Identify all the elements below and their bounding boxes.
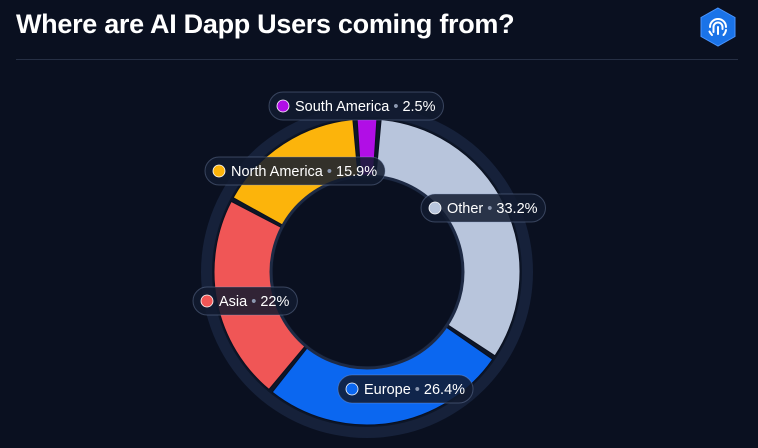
- donut-hole: [273, 178, 461, 366]
- label-europe: Europe • 26.4%: [337, 374, 474, 404]
- page-title: Where are AI Dapp Users coming from?: [16, 9, 515, 39]
- legend-dot: [276, 99, 290, 113]
- slice-label: Asia • 22%: [219, 294, 289, 310]
- slice-label: North America • 15.9%: [231, 164, 377, 180]
- legend-dot: [200, 294, 214, 308]
- legend-dot: [428, 201, 442, 215]
- legend-dot: [345, 382, 359, 396]
- slice-label: South America • 2.5%: [295, 99, 436, 115]
- label-asia: Asia • 22%: [192, 286, 298, 316]
- title-divider: [16, 59, 738, 60]
- slice-label: Europe • 26.4%: [364, 382, 465, 398]
- slice-label: Other • 33.2%: [447, 201, 538, 217]
- label-other: Other • 33.2%: [420, 193, 546, 223]
- legend-dot: [212, 164, 226, 178]
- fingerprint-icon[interactable]: [697, 6, 739, 48]
- label-south-america: South America • 2.5%: [268, 91, 444, 121]
- label-north-america: North America • 15.9%: [204, 156, 386, 186]
